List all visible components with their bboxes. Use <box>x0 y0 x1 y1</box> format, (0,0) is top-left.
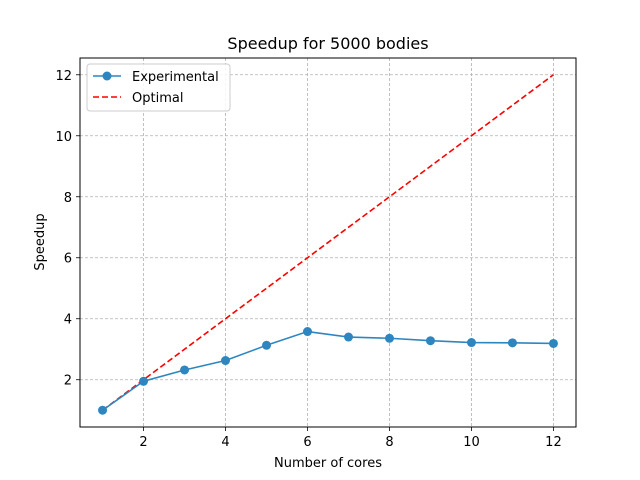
legend-box <box>86 63 231 112</box>
x-axis-ticks: 2 4 6 8 10 12 <box>139 427 562 450</box>
grid-lines <box>80 58 576 427</box>
y-axis-ticks: 2 4 6 8 10 12 <box>55 69 80 389</box>
x-tick-label: 12 <box>545 435 562 450</box>
legend-marker-experimental <box>102 71 112 81</box>
data-point-experimental <box>384 333 394 343</box>
x-tick-label: 2 <box>139 435 147 450</box>
data-point-experimental <box>180 365 190 375</box>
y-tick-label: 8 <box>64 191 72 206</box>
y-tick-label: 12 <box>55 69 72 84</box>
x-tick-label: 8 <box>385 435 393 450</box>
x-tick-label: 10 <box>463 435 480 450</box>
y-axis-label: Speedup <box>33 213 48 270</box>
chart-title: Speedup for 5000 bodies <box>227 34 428 53</box>
y-tick-label: 2 <box>64 374 72 389</box>
x-axis-label: Number of cores <box>274 456 382 471</box>
data-point-experimental <box>139 376 149 386</box>
data-point-experimental <box>98 405 108 415</box>
data-point-experimental <box>507 338 517 348</box>
data-point-experimental <box>303 327 313 337</box>
x-tick-label: 6 <box>303 435 311 450</box>
legend-label-experimental: Experimental <box>132 70 219 85</box>
series-line-experimental <box>102 330 554 411</box>
data-point-experimental <box>548 338 558 348</box>
legend-label-optimal: Optimal <box>132 91 183 106</box>
y-tick-label: 10 <box>55 130 72 145</box>
data-point-experimental <box>343 332 353 342</box>
y-tick-label: 4 <box>64 313 72 328</box>
plot-series <box>98 74 558 415</box>
legend: Experimental Optimal <box>86 63 231 112</box>
data-point-experimental <box>262 340 272 350</box>
x-tick-label: 4 <box>221 435 229 450</box>
y-tick-label: 6 <box>64 252 72 267</box>
plot-frame <box>79 57 577 428</box>
data-point-experimental <box>425 336 435 346</box>
series-line-optimal <box>102 74 554 411</box>
data-point-experimental <box>221 356 231 366</box>
data-point-experimental <box>466 338 476 348</box>
